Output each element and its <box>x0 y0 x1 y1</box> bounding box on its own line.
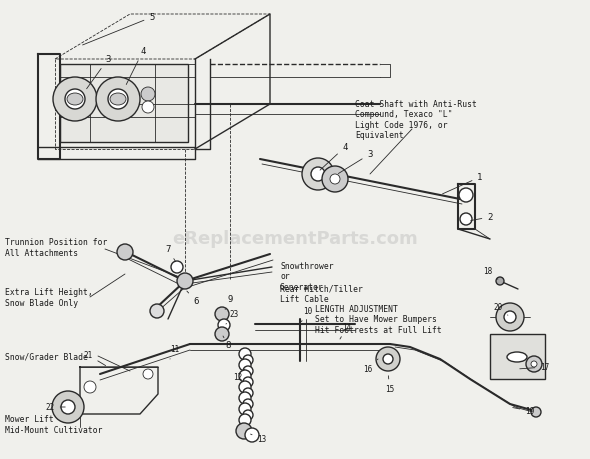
Text: 4: 4 <box>126 47 146 85</box>
Circle shape <box>53 78 97 122</box>
Circle shape <box>376 347 400 371</box>
Circle shape <box>65 90 85 110</box>
Text: 8: 8 <box>223 336 231 350</box>
Text: 6: 6 <box>187 291 199 306</box>
Circle shape <box>531 361 537 367</box>
Text: 13: 13 <box>251 434 267 443</box>
Text: Extra Lift Height,
Snow Blade Only: Extra Lift Height, Snow Blade Only <box>5 288 93 307</box>
Text: 10: 10 <box>301 307 313 322</box>
Text: 5: 5 <box>83 13 155 46</box>
Text: 3: 3 <box>87 56 111 90</box>
Bar <box>490 334 545 379</box>
Circle shape <box>496 277 504 285</box>
Circle shape <box>459 189 473 202</box>
Text: Trunnion Position for
All Attachments: Trunnion Position for All Attachments <box>5 238 107 257</box>
Text: Snowthrower
or
Generator: Snowthrower or Generator <box>280 262 333 291</box>
Text: 21: 21 <box>83 351 106 366</box>
Circle shape <box>526 356 542 372</box>
Circle shape <box>61 400 75 414</box>
Circle shape <box>239 414 251 426</box>
Text: 9: 9 <box>225 295 232 310</box>
Circle shape <box>141 88 155 102</box>
Circle shape <box>239 381 251 393</box>
Text: eReplacementParts.com: eReplacementParts.com <box>172 230 418 248</box>
Circle shape <box>531 407 541 417</box>
Circle shape <box>84 381 96 393</box>
Circle shape <box>311 168 325 182</box>
Text: 15: 15 <box>385 376 395 394</box>
Circle shape <box>243 399 253 409</box>
Text: 22: 22 <box>45 403 65 412</box>
Circle shape <box>239 403 251 415</box>
Circle shape <box>383 354 393 364</box>
Circle shape <box>239 370 251 382</box>
Circle shape <box>243 355 253 365</box>
Text: Coat Shaft with Anti-Rust
Compound, Texaco "L"
Light Code 1976, or
Equivalent: Coat Shaft with Anti-Rust Compound, Texa… <box>355 100 477 140</box>
Circle shape <box>239 359 251 371</box>
Ellipse shape <box>507 352 527 362</box>
Ellipse shape <box>110 94 126 106</box>
Text: Mower Lift
Mid-Mount Cultivator: Mower Lift Mid-Mount Cultivator <box>5 414 103 434</box>
Circle shape <box>52 391 84 423</box>
Circle shape <box>96 78 140 122</box>
Circle shape <box>243 388 253 398</box>
Circle shape <box>236 423 252 439</box>
Circle shape <box>322 167 348 193</box>
Circle shape <box>215 327 229 341</box>
Circle shape <box>245 428 259 442</box>
Text: Snow/Grader Blade: Snow/Grader Blade <box>5 352 88 361</box>
Circle shape <box>117 245 133 260</box>
Text: 20: 20 <box>493 303 508 315</box>
Circle shape <box>239 348 251 360</box>
Circle shape <box>460 213 472 225</box>
Circle shape <box>218 319 230 331</box>
Circle shape <box>171 262 183 274</box>
Text: 11: 11 <box>170 345 179 359</box>
Text: 18: 18 <box>483 267 498 280</box>
Circle shape <box>243 377 253 387</box>
Circle shape <box>239 392 251 404</box>
Text: 19: 19 <box>513 407 535 415</box>
Circle shape <box>302 159 334 190</box>
Text: 2: 2 <box>471 213 493 222</box>
Text: 12: 12 <box>234 369 245 382</box>
Text: Rear Hitch/Tiller
Lift Cable: Rear Hitch/Tiller Lift Cable <box>280 285 363 304</box>
Circle shape <box>243 366 253 376</box>
Text: 16: 16 <box>363 359 378 374</box>
Circle shape <box>243 410 253 420</box>
Circle shape <box>142 102 154 114</box>
Ellipse shape <box>67 94 83 106</box>
Circle shape <box>504 311 516 323</box>
Bar <box>60 65 188 143</box>
Circle shape <box>330 174 340 185</box>
Text: 14: 14 <box>340 323 352 339</box>
Text: 1: 1 <box>442 173 483 195</box>
Circle shape <box>496 303 524 331</box>
Circle shape <box>215 308 229 321</box>
Text: 23: 23 <box>226 310 238 325</box>
Text: 7: 7 <box>165 245 176 262</box>
Text: 3: 3 <box>338 150 373 174</box>
Text: 17: 17 <box>520 363 550 372</box>
Text: LENGTH ADJUSTMENT
Set to Have Mower Bumpers
Hit Footrests at Full Lift: LENGTH ADJUSTMENT Set to Have Mower Bump… <box>315 304 442 334</box>
Circle shape <box>150 304 164 318</box>
Circle shape <box>108 90 128 110</box>
Text: 4: 4 <box>320 143 348 171</box>
Circle shape <box>177 274 193 289</box>
Circle shape <box>143 369 153 379</box>
